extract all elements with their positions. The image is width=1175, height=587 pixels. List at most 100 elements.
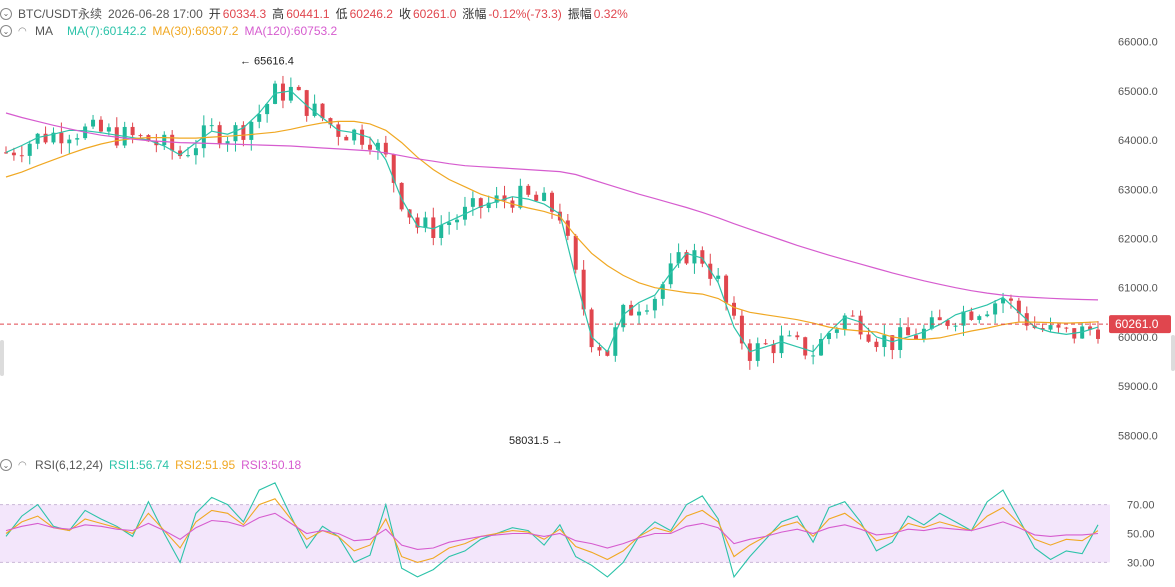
- candle-body: [391, 154, 396, 183]
- rsi-legend: ⌄ ◠ RSI(6,12,24) RSI1:56.74 RSI2:51.95 R…: [0, 458, 307, 472]
- candle-body: [35, 133, 40, 144]
- candle-body: [581, 269, 586, 310]
- price-tick-label: 63000.0: [1118, 184, 1158, 196]
- candle-body: [399, 182, 404, 210]
- candle-body: [755, 343, 760, 361]
- rsi-visibility-eye-icon[interactable]: ◠: [18, 459, 27, 471]
- candle-body: [969, 311, 974, 320]
- close-value: 60261.0: [413, 6, 457, 21]
- collapse-toggle-icon[interactable]: ⌄: [0, 7, 12, 20]
- candle-body: [383, 142, 388, 155]
- candle-body: [11, 152, 16, 156]
- candle-body: [819, 339, 824, 356]
- candle-body: [534, 194, 539, 201]
- candle-body: [1048, 325, 1053, 330]
- right-scroll-handle[interactable]: [1171, 335, 1175, 371]
- ma-legend: ⌄ ◠ MA MA(7):60142.2 MA(30):60307.2 MA(1…: [0, 24, 343, 38]
- price-axis-ticks: 66000.0 65000.0 64000.0 63000.0 62000.0 61000…: [1118, 37, 1158, 443]
- candle-body: [186, 155, 190, 157]
- ma30-line: [5, 120, 1099, 340]
- symbol-label: BTC/USDT永续: [18, 7, 103, 21]
- candle-body: [130, 126, 135, 136]
- candle-body: [447, 222, 452, 225]
- candle-body: [225, 141, 230, 145]
- rsi-band: [0, 504, 1110, 563]
- visibility-eye-icon[interactable]: ◠: [18, 25, 27, 37]
- candle-body: [858, 315, 863, 335]
- candle-body: [249, 121, 254, 140]
- ma-legend-label: MA: [35, 24, 53, 38]
- candle-body: [462, 206, 467, 220]
- candle-body: [19, 155, 24, 157]
- candle-body: [1088, 326, 1093, 330]
- candle-body: [233, 125, 238, 142]
- candle-body: [993, 303, 998, 315]
- candle-body: [162, 134, 167, 146]
- candle-body: [296, 86, 301, 91]
- rsi2-legend: RSI2:51.95: [175, 458, 236, 472]
- price-tick-label: 66000.0: [1118, 37, 1158, 49]
- high-label: 高: [272, 7, 285, 21]
- candle-body: [193, 148, 198, 156]
- open-label: 开: [208, 7, 221, 21]
- collapse-ma-icon[interactable]: ⌄: [0, 25, 12, 37]
- candle-body: [486, 202, 491, 208]
- candle-body: [771, 344, 776, 354]
- candle-body: [439, 224, 444, 239]
- price-annotations: ← 65616.4 58031.5 →: [240, 56, 563, 447]
- candle-body: [660, 284, 665, 299]
- candle-body: [257, 114, 262, 122]
- candle-body: [929, 317, 934, 329]
- candle-body: [716, 275, 721, 279]
- candle-body: [478, 198, 483, 208]
- candle-body: [676, 252, 681, 264]
- candle-body: [288, 86, 293, 101]
- candle-body: [360, 129, 365, 145]
- price-tick-label: 65000.0: [1118, 86, 1158, 98]
- candle-body: [644, 310, 649, 312]
- candle-body: [811, 355, 816, 357]
- candle-body: [1016, 300, 1021, 314]
- candle-body: [75, 138, 80, 140]
- candle-body: [114, 127, 119, 146]
- candle-body: [304, 90, 309, 116]
- candle-body: [27, 143, 32, 156]
- candle-body: [550, 192, 554, 212]
- rsi3-legend: RSI3:50.18: [241, 458, 302, 472]
- candle-body: [866, 334, 871, 342]
- candle-body: [241, 125, 246, 140]
- rsi-panel: 70.00 50.00 30.00: [0, 482, 1155, 579]
- candle-body: [834, 329, 839, 333]
- candle-body: [732, 302, 736, 316]
- moving-average-lines: [5, 90, 1099, 353]
- candle-body: [629, 304, 634, 316]
- candle-body: [43, 133, 48, 143]
- candle-body: [328, 118, 333, 125]
- price-tick-label: 62000.0: [1118, 234, 1158, 246]
- candle-body: [98, 119, 103, 132]
- candle-body: [470, 198, 475, 207]
- current-price-line: 60261.0: [0, 315, 1171, 334]
- candle-body: [320, 103, 325, 119]
- candle-body: [842, 315, 847, 330]
- candle-body: [344, 136, 349, 141]
- candle-body: [573, 235, 578, 270]
- candle-body: [874, 341, 879, 348]
- rsi-tick-label: 30.00: [1127, 557, 1155, 569]
- ohlc-header: ⌄ BTC/USDT永续 2026-06-28 17:00 开 60334.3 …: [0, 5, 634, 22]
- low-annotation: 58031.5 →: [509, 435, 563, 447]
- candle-body: [763, 343, 768, 345]
- candle-body: [921, 328, 926, 340]
- candle-body: [700, 250, 705, 264]
- candle-body: [431, 217, 436, 239]
- left-scroll-handle[interactable]: [0, 340, 4, 376]
- change-label: 涨幅: [462, 7, 487, 21]
- amplitude-value: 0.32%: [593, 6, 628, 21]
- collapse-rsi-icon[interactable]: ⌄: [0, 459, 12, 471]
- rsi1-legend: RSI1:56.74: [109, 458, 170, 472]
- candle-body: [1001, 298, 1006, 304]
- candle-body: [589, 309, 594, 348]
- candle-body: [368, 144, 372, 150]
- ma7-line: [5, 90, 1099, 353]
